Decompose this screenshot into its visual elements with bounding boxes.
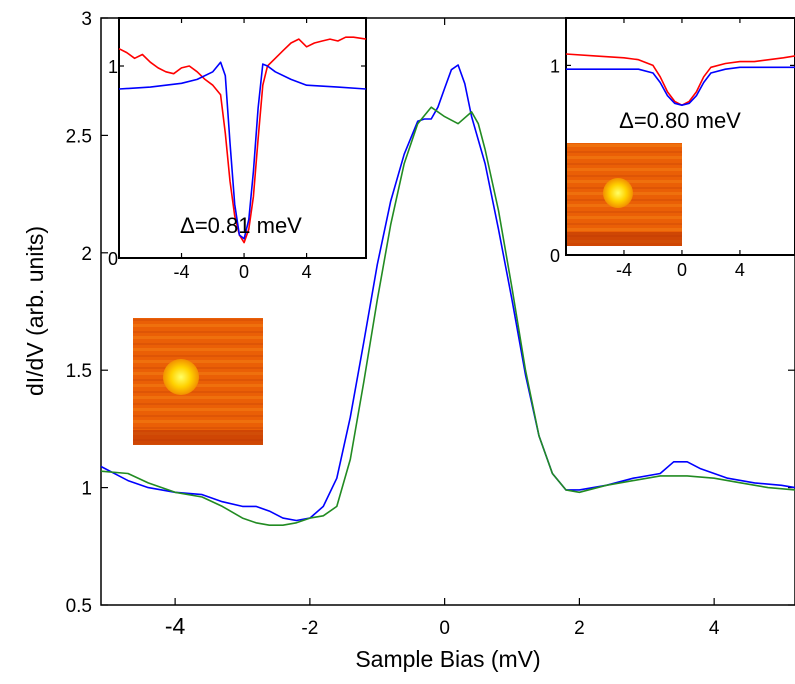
main-xtick-label: 2 <box>574 618 585 639</box>
inset-left-ticks <box>119 18 366 259</box>
inset-left-series <box>118 36 367 244</box>
y-axis-title: dI/dV (arb. units) <box>22 226 48 396</box>
inset-right-gap-label: Δ=0.80 meV <box>619 108 741 133</box>
main-series-line-0 <box>100 64 795 522</box>
main-ytick-label: 2.5 <box>66 126 92 147</box>
main-ytick-label: 1.5 <box>66 361 92 382</box>
main-plot-frame <box>100 17 795 606</box>
inset-right-xtick-label: 4 <box>735 260 745 280</box>
inset-left: -4 0 4 0 1 Δ=0.81 meV <box>108 17 367 282</box>
inset-left-frame <box>118 17 367 259</box>
main-ytick-label: 3 <box>81 9 92 30</box>
inset-right-ytick-label: 0 <box>550 246 560 266</box>
x-axis-title: Sample Bias (mV) <box>355 646 540 672</box>
main-xtick-label: -4 <box>165 613 186 639</box>
inset-right-ytick-label: 1 <box>550 56 560 76</box>
inset-left-xtick-label: -4 <box>174 262 190 282</box>
stm-topography-image-inset <box>567 143 682 246</box>
inset-left-ytick-label: 1 <box>108 57 118 77</box>
inset-left-xtick-label: 0 <box>239 262 249 282</box>
inset-right-tick-labels: -4 0 4 0 1 <box>550 56 745 280</box>
inset-right: -4 0 4 0 1 Δ=0.80 meV <box>550 17 795 280</box>
main-ytick-label: 0.5 <box>66 596 92 617</box>
inset-right-series-line-0 <box>565 53 795 106</box>
main-series-line-1 <box>100 106 795 526</box>
inset-left-xtick-label: 4 <box>302 262 312 282</box>
main-ytick-label: 1 <box>81 479 92 500</box>
main-xtick-label: 0 <box>439 618 450 639</box>
inset-right-series <box>565 53 795 106</box>
inset-left-ytick-label: 0 <box>108 249 118 269</box>
inset-left-series-line-0 <box>118 36 367 244</box>
inset-right-xtick-label: 0 <box>677 260 687 280</box>
inset-left-series-line-1 <box>118 61 367 240</box>
main-series <box>100 64 795 526</box>
main-xtick-label: 4 <box>709 618 720 639</box>
inset-right-xtick-label: -4 <box>616 260 632 280</box>
inset-left-tick-labels: -4 0 4 0 1 <box>108 57 312 282</box>
main-tick-labels: -4 -2 0 2 40.511.522.53 <box>66 9 720 639</box>
inset-right-ticks <box>566 18 795 256</box>
inset-right-series-line-1 <box>566 66 795 106</box>
main-ytick-label: 2 <box>81 244 92 265</box>
stm-topography-image-main <box>133 318 263 445</box>
main-xtick-label: -2 <box>301 618 318 639</box>
inset-left-gap-label: Δ=0.81 meV <box>180 213 302 238</box>
